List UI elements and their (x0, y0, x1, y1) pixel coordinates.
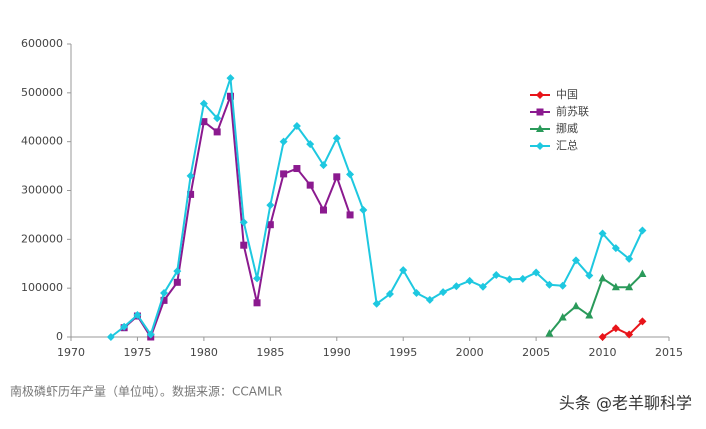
marker (465, 276, 474, 285)
marker (611, 324, 620, 333)
x-tick-label: 2010 (589, 346, 617, 359)
marker (399, 266, 408, 275)
marker (638, 226, 647, 235)
marker (412, 289, 421, 298)
y-tick-label: 0 (56, 330, 63, 343)
marker (545, 280, 554, 289)
marker (385, 290, 394, 299)
marker (160, 289, 169, 298)
series-line (602, 320, 644, 338)
marker (598, 333, 607, 341)
x-tick-label: 2015 (655, 346, 683, 359)
marker (292, 122, 301, 131)
marker (425, 295, 434, 304)
legend-label: 挪威 (556, 121, 578, 135)
legend-label: 中国 (556, 88, 578, 101)
y-tick-label: 200000 (21, 232, 63, 245)
marker (625, 282, 634, 291)
marker (585, 311, 594, 319)
marker (106, 333, 115, 341)
marker (598, 273, 607, 282)
marker (452, 282, 461, 291)
marker (186, 171, 195, 180)
marker (213, 128, 221, 136)
marker (545, 329, 554, 337)
marker (558, 312, 567, 321)
marker (439, 288, 448, 297)
marker (598, 229, 607, 238)
y-tick-label: 400000 (21, 135, 63, 148)
x-tick-label: 1985 (256, 346, 284, 359)
marker (359, 206, 368, 215)
y-tick-label: 500000 (21, 86, 63, 99)
marker (213, 114, 222, 123)
marker (332, 134, 341, 143)
marker (239, 218, 248, 227)
x-tick-label: 2000 (456, 346, 484, 359)
marker (266, 221, 274, 229)
marker (333, 173, 341, 181)
legend-marker (536, 91, 544, 99)
x-tick-label: 1980 (190, 346, 218, 359)
marker (240, 241, 248, 249)
marker (293, 165, 301, 173)
marker (253, 299, 261, 307)
marker (625, 330, 634, 339)
marker (505, 275, 514, 284)
marker (173, 278, 181, 286)
marker (253, 274, 262, 283)
marker (319, 206, 327, 214)
x-tick-label: 2005 (522, 346, 550, 359)
marker (146, 330, 155, 339)
marker (160, 296, 168, 304)
legend-label: 前苏联 (556, 104, 589, 118)
y-tick-label: 100000 (21, 281, 63, 294)
marker (571, 256, 580, 265)
marker (279, 137, 288, 146)
marker (518, 274, 527, 283)
marker (571, 301, 580, 310)
marker (280, 170, 288, 178)
x-tick-label: 1970 (57, 346, 85, 359)
marker (346, 170, 355, 179)
x-tick-label: 1995 (389, 346, 417, 359)
x-tick-label: 1975 (123, 346, 151, 359)
marker (266, 201, 275, 210)
marker (492, 270, 501, 279)
marker (638, 317, 647, 326)
marker (346, 211, 354, 219)
marker (173, 267, 182, 276)
legend-marker (536, 108, 544, 116)
marker (478, 282, 487, 291)
y-tick-label: 600000 (21, 37, 63, 50)
marker (585, 271, 594, 280)
marker (611, 244, 620, 253)
y-tick-label: 300000 (21, 184, 63, 197)
marker (638, 269, 647, 278)
marker (226, 74, 235, 83)
marker (120, 322, 129, 331)
marker (532, 268, 541, 277)
marker (199, 99, 208, 108)
marker (200, 118, 208, 126)
marker (611, 282, 620, 291)
marker (133, 311, 142, 320)
marker (187, 190, 195, 198)
watermark: 头条 @老羊聊科学 (559, 394, 692, 413)
x-tick-label: 1990 (323, 346, 351, 359)
legend-marker (536, 142, 544, 150)
marker (306, 140, 315, 149)
series-line (123, 95, 352, 340)
marker (226, 92, 234, 100)
marker (625, 254, 634, 263)
marker (372, 299, 381, 308)
caption: 南极磷虾历年产量（单位吨）。数据来源：CCAMLR (10, 384, 282, 399)
marker (319, 161, 328, 170)
marker (306, 181, 314, 189)
legend-label: 汇总 (556, 138, 578, 152)
marker (558, 281, 567, 290)
legend-marker (536, 124, 544, 132)
